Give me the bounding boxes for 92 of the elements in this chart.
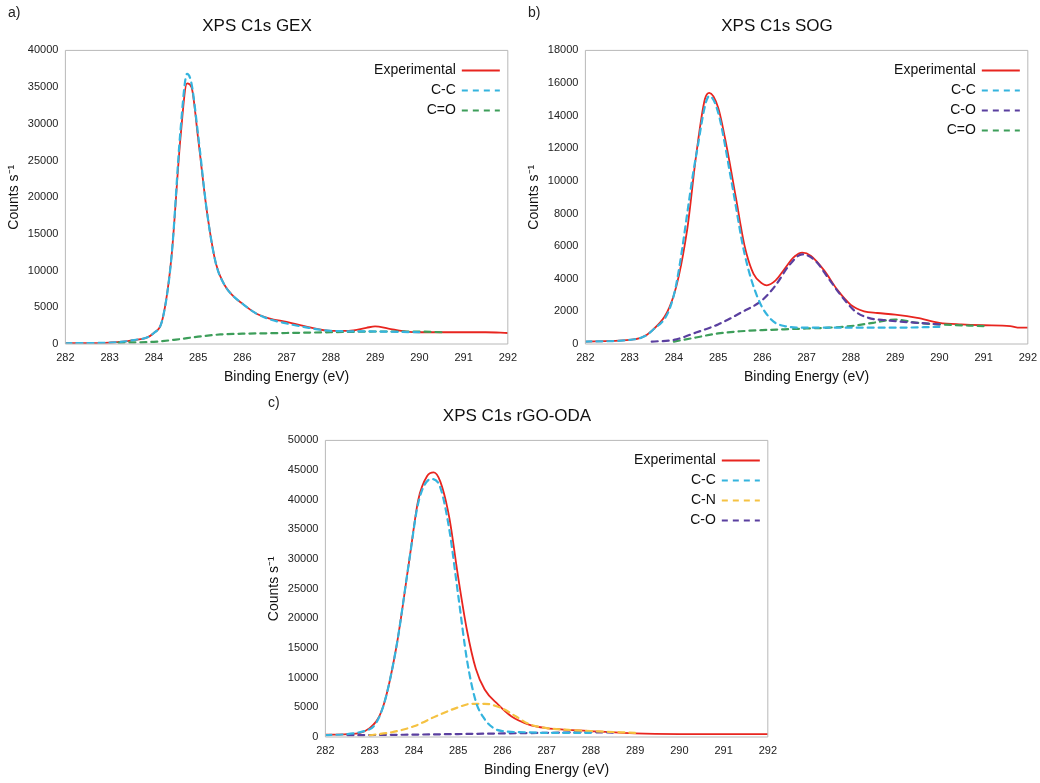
legend-label: C=O [426, 101, 456, 118]
legend-label: Experimental [374, 61, 456, 78]
legend-label: C=O [946, 121, 976, 138]
y-tick-label: 30000 [27, 116, 59, 129]
x-tick-label: 286 [753, 350, 772, 363]
y-tick-label: 5000 [33, 300, 59, 313]
y-tick-label: 25000 [27, 153, 59, 166]
y-tick-label: 16000 [547, 76, 579, 89]
x-tick-label: 283 [100, 350, 119, 363]
y-tick-label: 15000 [27, 226, 59, 239]
chart-title: XPS C1s GEX [202, 15, 312, 35]
text: b) [528, 3, 541, 20]
y-tick-label: 10000 [27, 263, 59, 276]
y-tick-label: 30000 [287, 552, 319, 565]
x-tick-label: 288 [321, 350, 341, 363]
line-series [325, 477, 592, 737]
y-tick-label: 0 [52, 337, 59, 350]
x-tick-label: 291 [974, 350, 993, 363]
x-tick-label: 284 [664, 350, 684, 363]
line-series [368, 702, 637, 737]
legend-label: C-O [690, 511, 716, 528]
y-tick-label: 0 [312, 730, 319, 743]
text: a) [8, 3, 21, 20]
x-tick-label: 290 [930, 350, 949, 363]
y-tick-label: 2000 [553, 304, 579, 317]
y-tick-label: 35000 [27, 80, 59, 93]
line-series [585, 94, 941, 343]
y-tick-label: 8000 [553, 206, 579, 219]
x-tick-label: 292 [498, 350, 517, 363]
x-tick-label: 284 [404, 743, 424, 756]
y-tick-label: 45000 [287, 463, 319, 476]
x-tick-label: 291 [454, 350, 473, 363]
y-tick-label: 50000 [287, 433, 319, 446]
x-tick-label: 284 [144, 350, 164, 363]
legend-label: C-O [950, 101, 976, 118]
y-tick-label: 40000 [27, 43, 59, 56]
legend-label: C-C [690, 471, 716, 488]
y-tick-label: 0 [572, 337, 579, 350]
x-tick-label: 285 [708, 350, 728, 363]
x-tick-label: 282 [576, 350, 595, 363]
y-tick-label: 10000 [287, 670, 319, 683]
y-axis-title: Counts s⁻¹ [525, 164, 542, 230]
y-tick-label: 18000 [547, 43, 579, 56]
chart-title: XPS C1s rGO-ODA [442, 405, 592, 425]
y-tick-label: 12000 [547, 141, 579, 154]
y-tick-label: 10000 [547, 173, 579, 186]
x-tick-label: 286 [493, 743, 512, 756]
x-tick-label: 283 [360, 743, 379, 756]
x-tick-label: 288 [581, 743, 601, 756]
line-series [650, 253, 941, 343]
line-series [117, 330, 443, 344]
y-tick-label: 5000 [293, 700, 319, 713]
x-tick-label: 287 [537, 743, 556, 756]
y-tick-label: 14000 [547, 108, 579, 121]
y-tick-label: 15000 [287, 641, 319, 654]
x-tick-label: 292 [1018, 350, 1037, 363]
x-tick-label: 282 [316, 743, 335, 756]
x-axis-title: Binding Energy (eV) [743, 368, 870, 385]
y-tick-label: 40000 [287, 492, 319, 505]
x-tick-label: 289 [885, 350, 905, 363]
legend-label: C-C [430, 81, 456, 98]
x-tick-label: 285 [448, 743, 468, 756]
x-tick-label: 289 [365, 350, 385, 363]
y-tick-label: 4000 [553, 271, 579, 284]
y-axis-title: Counts s⁻¹ [5, 164, 22, 230]
x-tick-label: 292 [758, 743, 777, 756]
x-tick-label: 285 [188, 350, 208, 363]
x-tick-label: 289 [625, 743, 645, 756]
x-tick-label: 282 [56, 350, 75, 363]
x-tick-label: 287 [277, 350, 296, 363]
legend-label: C-N [690, 491, 716, 508]
y-tick-label: 35000 [287, 522, 319, 535]
x-axis-title: Binding Energy (eV) [223, 368, 350, 385]
legend-label: Experimental [634, 451, 716, 468]
y-tick-label: 20000 [27, 190, 59, 203]
x-tick-label: 291 [714, 743, 733, 756]
text: c) [268, 393, 280, 410]
x-tick-label: 290 [410, 350, 429, 363]
x-axis-title: Binding Energy (eV) [483, 761, 610, 778]
legend-label: C-C [950, 81, 976, 98]
x-tick-label: 290 [670, 743, 689, 756]
x-tick-label: 287 [797, 350, 816, 363]
legend-label: Experimental [894, 61, 976, 78]
y-tick-label: 6000 [553, 239, 579, 252]
y-tick-label: 20000 [287, 611, 319, 624]
line-series [672, 318, 985, 343]
chart-title: XPS C1s SOG [721, 15, 833, 35]
y-tick-label: 25000 [287, 581, 319, 594]
x-tick-label: 286 [233, 350, 252, 363]
x-tick-label: 283 [620, 350, 639, 363]
x-tick-label: 288 [841, 350, 861, 363]
y-axis-title: Counts s⁻¹ [265, 555, 282, 622]
